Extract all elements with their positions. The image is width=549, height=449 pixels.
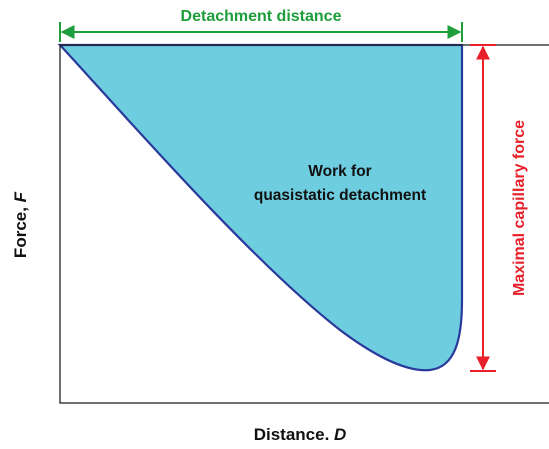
area-label: Work for	[308, 163, 371, 180]
y-axis-symbol: F	[11, 191, 30, 202]
x-axis-symbol: D	[334, 425, 346, 444]
area-label: quasistatic detachment	[254, 187, 426, 204]
top-label: Detachment distance	[181, 8, 342, 25]
y-axis-label: Force, F	[11, 191, 30, 258]
work-area	[57, 43, 464, 372]
x-axis-text: Distance.	[254, 425, 334, 444]
plot-frame	[59, 44, 549, 404]
y-axis-text: Force,	[11, 202, 30, 258]
side-label: Maximal capillary force	[511, 120, 528, 296]
x-axis-label: Distance. D	[254, 425, 347, 444]
